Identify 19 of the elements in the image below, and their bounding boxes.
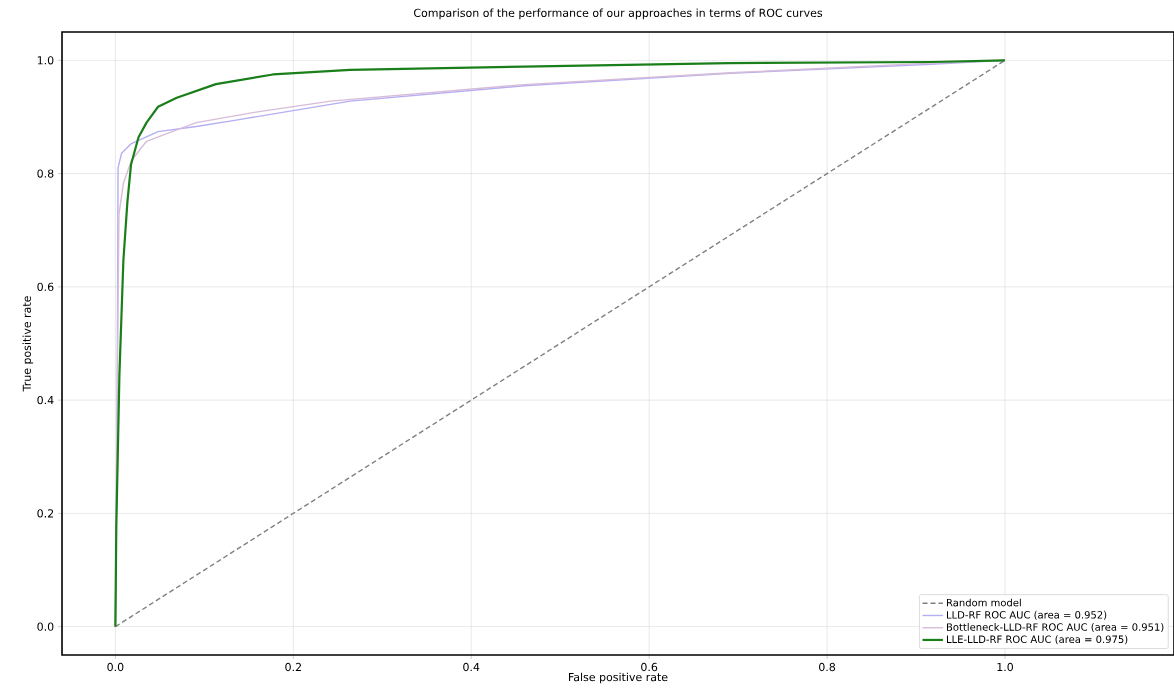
- legend-label: LLE-LLD-RF ROC AUC (area = 0.975): [947, 635, 1128, 645]
- chart-title: Comparison of the performance of our approaches in terms of ROC curves: [414, 8, 823, 20]
- y-tick-label: 1.0: [37, 56, 54, 65]
- x-tick-label: 0.8: [819, 662, 836, 672]
- legend-label: Random model: [947, 598, 1021, 607]
- x-tick-label: 0.2: [285, 662, 301, 672]
- x-tick-label: 0.4: [463, 662, 480, 672]
- x-tick-label: 0.6: [641, 662, 658, 672]
- y-tick-label: 0.6: [37, 282, 54, 292]
- legend-label: Bottleneck-LLD-RF ROC AUC (area = 0.951): [947, 623, 1164, 633]
- x-tick-label: 1.0: [997, 662, 1013, 672]
- y-tick-label: 0.2: [37, 509, 54, 518]
- y-tick-label: 0.0: [37, 622, 54, 631]
- x-axis-title: False positive rate: [569, 672, 668, 684]
- y-tick-label: 0.4: [37, 395, 54, 405]
- y-axis-title: True positive rate: [22, 296, 34, 392]
- legend-label: LLD-RF ROC AUC (area = 0.952): [947, 610, 1107, 620]
- x-tick-label: 0.0: [107, 662, 124, 672]
- y-tick-label: 0.8: [37, 169, 54, 178]
